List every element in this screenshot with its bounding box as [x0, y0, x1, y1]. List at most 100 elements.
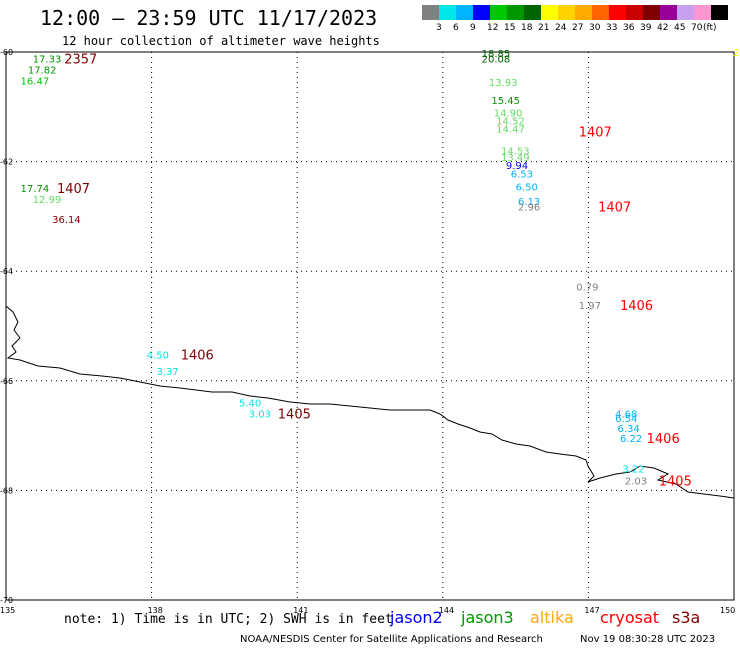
pass-time-label: 1406	[181, 348, 214, 363]
color-tick-label: 45	[674, 23, 686, 33]
color-swatch	[575, 5, 592, 20]
wave-height-label: 3.03	[249, 410, 271, 421]
color-tick-label: 42	[657, 23, 669, 33]
pass-time-label: 1407	[598, 201, 631, 216]
color-swatch	[524, 5, 541, 20]
wave-height-label: 17.74	[21, 184, 50, 195]
credit-text: NOAA/NESDIS Center for Satellite Applica…	[240, 634, 543, 645]
color-tick-label: 39	[640, 23, 652, 33]
wave-height-label: 6.13	[518, 197, 540, 208]
lon-tick-label: 150	[720, 606, 735, 615]
pass-time-label: 1407	[57, 182, 90, 197]
color-tick-label: 33	[606, 23, 618, 33]
lon-tick-label: 135	[0, 606, 15, 615]
wave-height-label: 17.33	[33, 55, 62, 66]
color-swatch	[711, 5, 728, 20]
color-tick-label: 36	[623, 23, 635, 33]
color-tick-label: 30	[589, 23, 601, 33]
color-tick-label: 27	[572, 23, 584, 33]
wave-height-label: 1.97	[579, 301, 601, 312]
wave-height-label: 6.22	[620, 434, 642, 445]
wave-height-label: 0.79	[576, 283, 598, 294]
pass-time-label: 1405	[659, 475, 692, 490]
satellite-altika: altika	[530, 608, 574, 627]
wave-height-label: 9.94	[506, 161, 528, 172]
wave-height-label: 16.47	[21, 76, 50, 87]
wave-height-label: 6.53	[511, 170, 533, 181]
lat-tick-label: -62	[0, 158, 13, 167]
lon-tick-label: 138	[148, 606, 163, 615]
color-swatch	[677, 5, 694, 20]
wave-height-label: 6.34	[618, 424, 640, 435]
color-tick-label: 24	[555, 23, 567, 33]
pass-time-label: 1406	[647, 432, 680, 447]
color-swatch	[507, 5, 524, 20]
color-tick-label: 9	[470, 23, 476, 33]
satellite-cryosat: cryosat	[600, 608, 660, 627]
wave-height-label: 13.49	[501, 153, 530, 164]
pass-time-label: 1405	[278, 408, 311, 423]
color-tick-label: 12	[487, 23, 499, 33]
lat-tick-label: -60	[0, 48, 13, 57]
map-title: 12:00 — 23:59 UTC 11/17/2023	[40, 6, 378, 30]
wave-height-label: 18.85	[482, 49, 511, 60]
wave-height-label: 20.08	[482, 55, 511, 66]
lat-tick-label: -68	[0, 486, 13, 495]
wave-height-label: 15.45	[491, 96, 520, 107]
footer-note: note: 1) Time is in UTC; 2) SWH is in fe…	[64, 612, 393, 627]
color-tick-label: 21	[538, 23, 550, 33]
pass-time-label: 1407	[579, 125, 612, 140]
color-swatch	[626, 5, 643, 20]
wave-height-label: 6.50	[516, 182, 538, 193]
pass-time-label: 1406	[620, 299, 653, 314]
color-swatch	[473, 5, 490, 20]
wave-height-label: 14.52	[496, 117, 525, 128]
satellite-jason3: jason3	[461, 608, 514, 627]
wave-height-label: 2.96	[518, 203, 540, 214]
corner-label: 2	[733, 48, 740, 59]
satellite-s3a: s3a	[672, 608, 701, 627]
wave-height-label: 3.37	[156, 367, 178, 378]
color-swatch	[541, 5, 558, 20]
color-swatch	[558, 5, 575, 20]
wave-height-label: 4.68	[615, 410, 637, 421]
color-swatch	[592, 5, 609, 20]
lat-tick-label: -66	[0, 377, 13, 386]
color-unit-label: (ft)	[703, 23, 717, 33]
color-swatch	[694, 5, 711, 20]
wave-height-label: 12.99	[33, 195, 62, 206]
wave-height-label: 6.54	[615, 414, 637, 425]
color-tick-label: 70	[691, 23, 703, 33]
pass-time-label: 2357	[64, 53, 97, 68]
wave-height-label: 5.40	[239, 399, 261, 410]
color-swatch	[456, 5, 473, 20]
antarctic-coastline	[5, 305, 735, 499]
color-tick-label: 18	[521, 23, 533, 33]
lon-tick-label: 147	[584, 606, 599, 615]
map-subtitle: 12 hour collection of altimeter wave hei…	[62, 34, 380, 48]
color-swatch	[490, 5, 507, 20]
lat-tick-label: -70	[0, 596, 13, 605]
lat-tick-label: -64	[0, 267, 13, 276]
color-swatch	[422, 5, 439, 20]
wave-height-label: 14.53	[501, 147, 530, 158]
color-swatch	[660, 5, 677, 20]
wave-height-label: 2.03	[625, 477, 647, 488]
lon-tick-label: 144	[439, 606, 454, 615]
satellite-jason2: jason2	[390, 608, 443, 627]
lon-tick-label: 141	[293, 606, 308, 615]
color-swatch	[643, 5, 660, 20]
color-tick-label: 15	[504, 23, 516, 33]
map-frame	[5, 51, 735, 601]
generated-timestamp: Nov 19 08:30:28 UTC 2023	[580, 634, 716, 645]
wave-height-label: 3.22	[622, 464, 644, 475]
wave-height-label: 17.82	[28, 66, 57, 77]
color-swatch	[439, 5, 456, 20]
wave-height-label: 13.93	[489, 78, 518, 89]
wave-height-label: 14.90	[494, 108, 523, 119]
color-tick-label: 6	[453, 23, 459, 33]
wave-height-label: 14.47	[496, 125, 525, 136]
color-swatch	[609, 5, 626, 20]
color-tick-label: 3	[436, 23, 442, 33]
